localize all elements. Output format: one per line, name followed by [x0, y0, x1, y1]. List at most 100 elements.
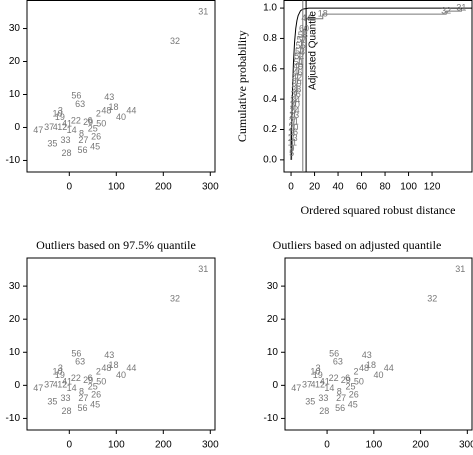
point-label: 35 — [47, 396, 57, 406]
point-label: 3 — [58, 105, 63, 115]
y-axis-label: Cumulative probability — [235, 30, 249, 142]
point-label: 38 — [291, 84, 301, 94]
x-tick-label: 0 — [67, 440, 73, 451]
x-tick-label: 200 — [155, 440, 172, 451]
point-label: 41 — [62, 376, 72, 386]
y-tick-label: 0.0 — [263, 154, 277, 165]
y-tick-label: 0.2 — [263, 124, 277, 135]
y-tick-label: 0 — [272, 380, 278, 391]
point-label: 19 — [55, 370, 65, 380]
point-label: 32 — [170, 36, 180, 46]
point-label: 36 — [291, 89, 301, 99]
point-label: 23 — [289, 110, 299, 120]
point-label: 47 — [33, 125, 43, 135]
point-label: 52 — [294, 51, 304, 61]
y-tick-label: 20 — [267, 314, 279, 325]
point-label: 28 — [61, 148, 71, 158]
point-label: 56 — [77, 145, 87, 155]
point-label: 28 — [319, 406, 329, 416]
y-tick-label: -10 — [6, 155, 21, 166]
point-label: 41 — [62, 119, 72, 129]
point-label: 35 — [305, 396, 315, 406]
point-label: 37 — [44, 380, 54, 390]
point-label: 56 — [329, 348, 339, 358]
point-label: 29 — [83, 117, 93, 127]
point-label: 22 — [71, 115, 81, 125]
point-label: 29 — [341, 375, 351, 385]
quantile-label: Adjusted Quantile — [308, 11, 319, 90]
point-label: 34 — [290, 95, 300, 105]
chart-title: Outliers based on 97.5% quantile — [36, 238, 196, 252]
x-tick-label: 200 — [412, 440, 429, 451]
point-label: 8 — [337, 386, 342, 396]
point-label: 4 — [53, 380, 58, 390]
point-label: 11 — [288, 138, 297, 148]
point-label: 43 — [104, 92, 114, 102]
point-label: 63 — [333, 357, 343, 367]
y-tick-label: 30 — [9, 23, 21, 34]
point-label: 18 — [318, 9, 328, 19]
point-label: 48 — [101, 105, 111, 115]
point-label: 6 — [87, 373, 92, 383]
y-tick-label: 10 — [267, 347, 279, 358]
point-label: 8 — [79, 128, 84, 138]
point-label: 31 — [198, 6, 208, 16]
point-label: 40 — [116, 112, 126, 122]
point-label: 5 — [289, 148, 294, 158]
point-label: 57 — [297, 34, 307, 44]
point-label: 48 — [359, 363, 369, 373]
point-label: 14 — [67, 383, 77, 393]
point-label: 47 — [291, 383, 301, 393]
point-label: 55 — [296, 40, 306, 50]
point-label: 16 — [288, 127, 298, 137]
y-tick-label: -10 — [6, 413, 21, 424]
y-tick-label: 0.4 — [263, 94, 277, 105]
plot-box — [284, 257, 473, 431]
point-label: 53 — [295, 46, 305, 56]
point-label: 6 — [87, 115, 92, 125]
point-label: 32 — [427, 294, 437, 304]
x-tick-label: 0 — [324, 440, 330, 451]
point-label: 3 — [316, 363, 321, 373]
y-tick-label: 10 — [9, 89, 21, 100]
point-label: 63 — [75, 357, 85, 367]
point-label: 12 — [57, 122, 67, 132]
point-label: 8 — [79, 386, 84, 396]
x-tick-label: 100 — [108, 182, 125, 193]
point-label: 26 — [91, 132, 101, 142]
point-label: 46 — [293, 68, 303, 78]
point-label: 43 — [104, 350, 114, 360]
x-tick-label: 300 — [202, 440, 219, 451]
point-label: 27 — [78, 393, 88, 403]
point-label: 40 — [116, 370, 126, 380]
chart-title: Outliers based on adjusted quantile — [273, 238, 442, 252]
point-label: 58 — [298, 30, 308, 40]
point-label: 25 — [88, 381, 98, 391]
point-label: 19 — [55, 112, 65, 122]
point-label: 32 — [441, 5, 451, 15]
point-label: 10 — [310, 366, 320, 376]
y-tick-label: 20 — [9, 56, 21, 67]
x-tick-label: 60 — [356, 182, 368, 193]
plot-box — [283, 0, 473, 173]
point-label: 31 — [456, 2, 466, 12]
y-tick-label: 0.6 — [263, 63, 277, 74]
point-label: 45 — [90, 142, 100, 152]
point-label: 44 — [301, 13, 311, 23]
point-label: 2 — [96, 109, 101, 119]
y-tick-label: 30 — [267, 281, 279, 292]
point-label: 24 — [290, 106, 300, 116]
x-tick-label: 120 — [424, 182, 441, 193]
point-label: 27 — [336, 393, 346, 403]
point-label: 39 — [292, 78, 302, 88]
point-label: 26 — [349, 390, 359, 400]
point-label: 22 — [329, 373, 339, 383]
y-tick-label: 1.0 — [263, 3, 277, 14]
point-label: 56 — [71, 91, 81, 101]
x-tick-label: 40 — [332, 182, 344, 193]
x-tick-label: 20 — [309, 182, 321, 193]
point-label: 2 — [354, 366, 359, 376]
point-label: 56 — [77, 403, 87, 413]
x-tick-label: 100 — [108, 440, 125, 451]
point-label: 10 — [53, 366, 63, 376]
